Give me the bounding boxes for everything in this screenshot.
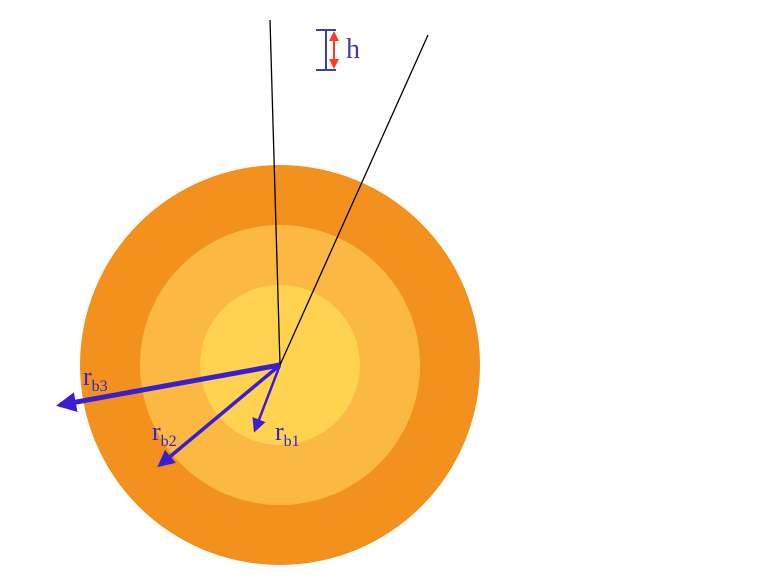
diagram-canvas: hrb3rb2rb1 [0, 0, 782, 577]
h-label: h [346, 34, 360, 65]
